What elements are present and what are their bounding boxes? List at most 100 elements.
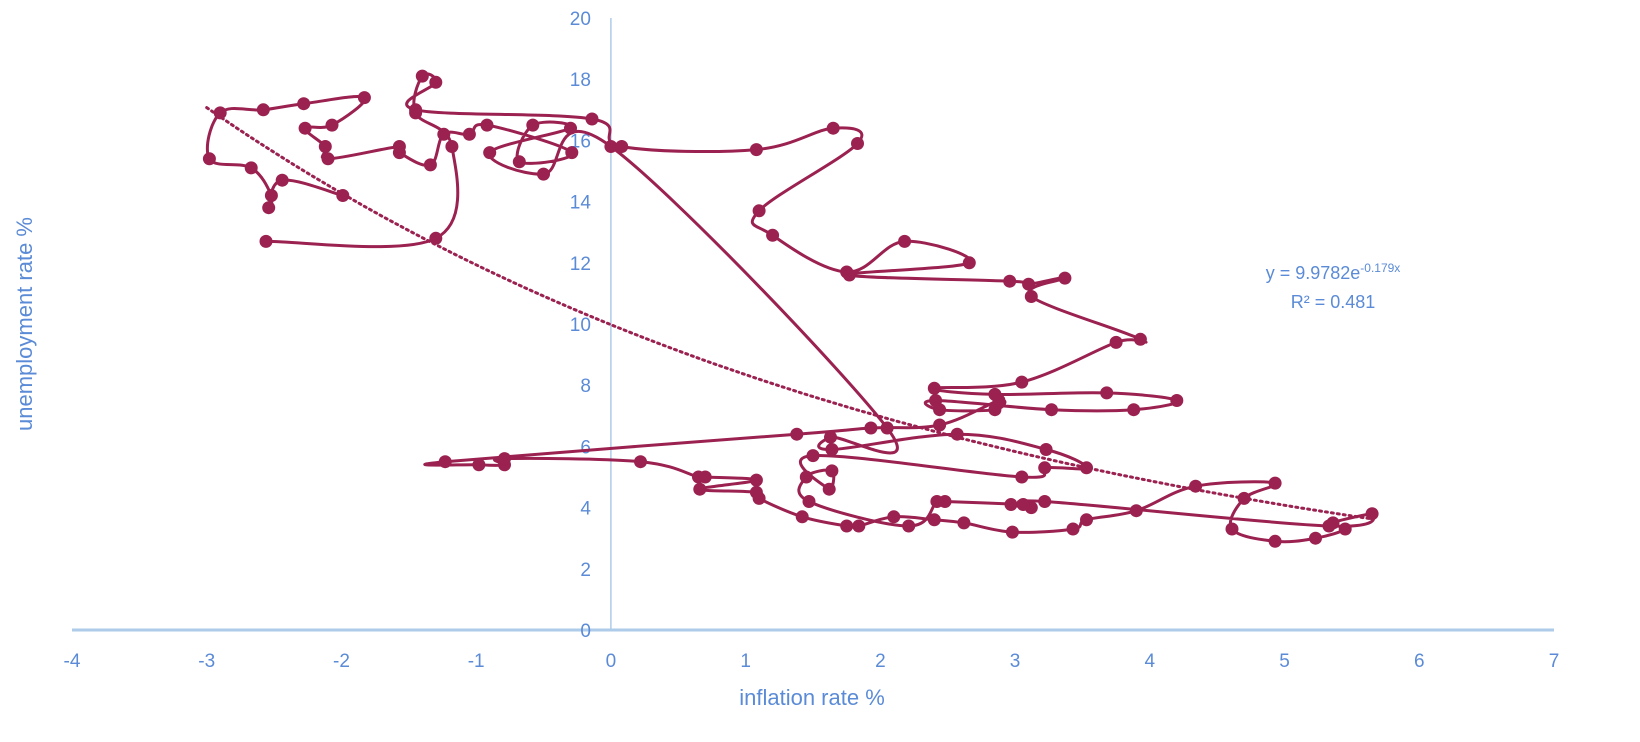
y-tick-label: 4 [580,499,591,520]
data-point [526,118,540,132]
x-tick-label: 2 [875,651,886,672]
y-tick-label: 20 [570,9,591,30]
data-point [321,152,335,166]
y-axis-title: unemployment rate % [12,217,37,431]
data-point [264,189,278,202]
data-point [826,121,840,135]
data-point [752,204,766,218]
data-point [825,464,839,478]
data-point [262,201,276,215]
data-point [1066,522,1080,536]
data-point [1170,394,1184,407]
data-point [615,140,629,153]
data-point [930,495,944,508]
data-point [933,418,947,432]
x-tick-label: 6 [1414,651,1425,672]
data-point [1225,522,1239,536]
data-point [1015,375,1029,389]
data-point [824,430,837,444]
data-point [483,146,497,160]
data-point [1003,274,1017,288]
data-point [1038,495,1052,508]
x-tick-label: 0 [606,651,617,672]
data-points [202,69,1379,548]
data-point [275,173,289,187]
data-point [880,421,894,435]
data-point [752,491,766,505]
data-point [1080,513,1093,527]
data-point [822,482,836,496]
data-point [864,421,878,435]
data-point [472,458,486,472]
data-point [585,112,599,126]
data-point [429,231,443,245]
data-point [790,427,804,441]
data-point [1127,403,1141,417]
data-point [325,118,339,132]
data-point [933,403,947,417]
data-point [852,519,866,533]
y-tick-label: 6 [580,437,591,458]
data-point [795,510,809,524]
x-axis-title: inflation rate % [739,685,885,710]
data-point [392,140,406,153]
data-point [1322,519,1336,533]
y-tick-label: 12 [570,254,591,275]
y-tick-label: 10 [570,315,591,336]
data-point [480,118,494,132]
data-point [1038,461,1052,475]
data-point [799,470,813,484]
x-tick-label: 3 [1010,651,1021,672]
data-point [840,519,854,533]
data-point [256,103,270,117]
data-point [698,470,712,484]
data-point [1129,504,1143,518]
data-point [1109,335,1123,349]
data-point [962,256,976,270]
series-line [205,72,1376,544]
data-point [1015,470,1029,484]
data-point [749,473,763,487]
data-point [537,167,550,181]
x-tick-label: 1 [740,651,751,672]
data-point [927,513,941,527]
data-point [1268,476,1282,490]
data-point [429,75,443,89]
data-point [438,455,452,469]
data-point [887,510,901,524]
data-point [693,482,707,496]
data-point [1022,277,1036,291]
data-point [1309,531,1322,545]
x-tick-labels: -4 -3 -2 -1 0 1 2 3 4 5 6 7 [64,651,1560,672]
data-point [927,381,941,395]
data-point [297,97,311,111]
data-point [825,443,839,456]
data-point [357,91,371,105]
data-point [1268,534,1282,548]
data-point [202,152,216,166]
x-tick-label: 7 [1549,651,1560,672]
data-point [1024,290,1038,303]
exponential-trendline [205,106,1374,521]
data-point [565,146,579,160]
data-point [298,121,312,135]
data-point [1189,479,1203,493]
x-tick-label: -3 [198,651,215,672]
data-point [445,140,459,153]
x-tick-label: 4 [1145,651,1156,672]
x-tick-label: -2 [333,651,350,672]
data-point [498,452,511,466]
data-point [415,69,429,83]
x-tick-label: -4 [64,651,81,672]
data-point [1039,443,1053,456]
data-point [604,140,618,153]
data-point [1058,271,1072,285]
data-point [336,189,350,202]
trendline-equation: y = 9.9782e-0.179x [1266,261,1401,283]
data-point [564,121,577,135]
data-point [1365,507,1379,521]
data-point [409,103,423,117]
y-tick-label: 2 [580,560,591,581]
data-point [1338,522,1352,536]
